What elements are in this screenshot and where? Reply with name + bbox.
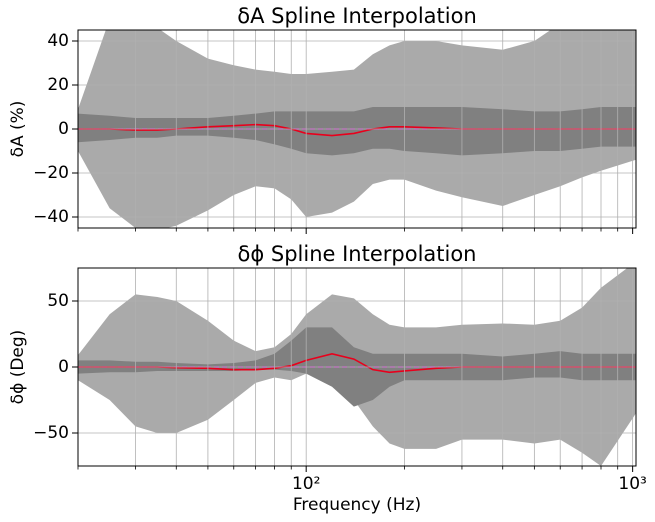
y-tick-label: 0 [58,119,69,139]
x-tick-label: 10² [292,474,320,494]
y-tick-label: −50 [33,423,69,443]
chart-title: δϕ Spline Interpolation [237,242,476,266]
axes-frame [77,29,637,229]
y-axis-label: δϕ (Deg) [8,330,28,405]
y-tick-label: 50 [47,291,69,311]
axes-frame [77,267,637,467]
grid [77,268,636,466]
y-tick-label: 20 [47,75,69,95]
y-tick-label: 40 [47,31,69,51]
plot-area [78,268,636,466]
y-tick-label: −20 [33,163,69,183]
y-tick-label: 0 [58,357,69,377]
y-axis-label: δA (%) [8,101,28,158]
band [78,107,636,156]
chart-title: δA Spline Interpolation [237,4,477,28]
plot-area [78,30,636,228]
y-tick-label: −40 [33,207,69,227]
x-axis-label: Frequency (Hz) [293,495,421,515]
x-tick-label: 10³ [618,474,646,494]
